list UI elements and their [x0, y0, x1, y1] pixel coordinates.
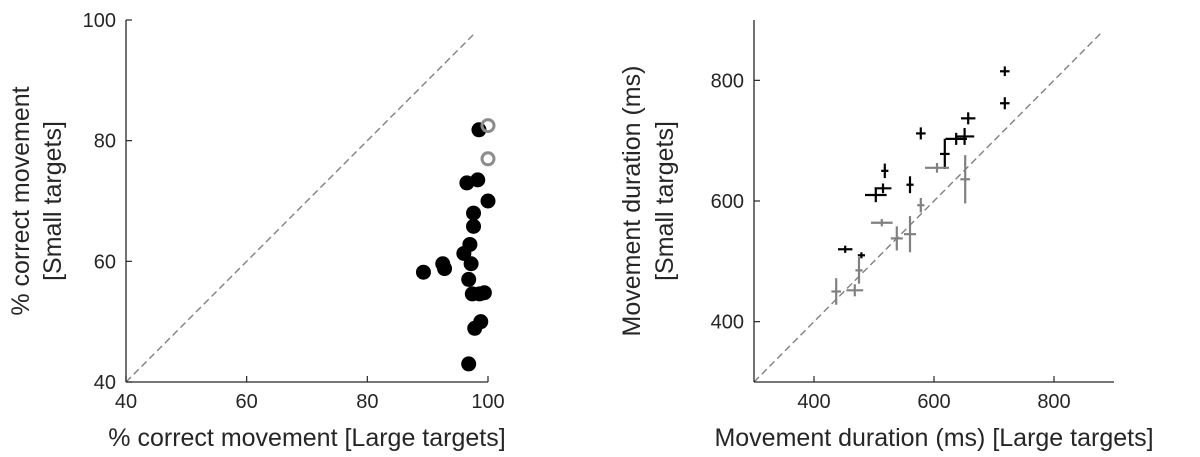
- y-tick-label: 400: [711, 312, 744, 334]
- data-point-filled: [470, 172, 486, 188]
- data-point-filled: [466, 205, 482, 221]
- x-tick-label: 100: [471, 391, 504, 413]
- data-point-errorbar-light: [890, 226, 903, 251]
- data-point-errorbar-dark: [955, 127, 975, 145]
- data-point-errorbar-light: [871, 219, 893, 227]
- data-point-errorbar-dark: [865, 187, 887, 203]
- data-point-errorbar-dark: [961, 112, 976, 125]
- data-point-filled: [476, 285, 492, 301]
- data-point-filled: [463, 256, 479, 272]
- y-tick-label: 600: [711, 191, 744, 213]
- x-axis-title: % correct movement [Large targets]: [108, 424, 505, 452]
- data-point-errorbar-dark: [857, 252, 865, 259]
- data-point-filled: [467, 320, 483, 336]
- x-tick-label: 80: [356, 391, 378, 413]
- data-point-errorbar-light: [960, 155, 970, 204]
- data-point-errorbar-dark: [906, 176, 914, 194]
- data-point-errorbar-light: [917, 197, 925, 213]
- data-point-errorbar-dark: [940, 138, 950, 170]
- data-point-errorbar-dark: [838, 245, 853, 253]
- data-point-filled: [461, 356, 477, 372]
- y-tick-label: 40: [94, 372, 116, 394]
- y-axis-title-line-1: % correct movement: [7, 86, 35, 315]
- x-tick-label: 800: [1037, 391, 1070, 413]
- data-point-filled: [466, 218, 482, 234]
- data-point-errorbar-light: [904, 216, 916, 253]
- movement-duration-scatter-panel: 400 600 800 400 600 800 Movement duration (ms)…: [618, 20, 1154, 452]
- data-point-errorbar-dark: [881, 163, 889, 179]
- x-tick-label: 600: [917, 391, 950, 413]
- data-point-open: [480, 151, 496, 167]
- y-axis-title-line-2: [Small targets]: [39, 121, 67, 281]
- data-point-errorbar-dark: [945, 132, 967, 145]
- data-point-filled: [415, 264, 431, 280]
- data-point-errorbar-light: [831, 278, 841, 305]
- y-tick-label: 800: [711, 70, 744, 92]
- y-axis-title-line-2: [Small targets]: [651, 121, 679, 281]
- data-point-filled: [437, 261, 453, 277]
- data-point-errorbar-dark: [1000, 97, 1010, 110]
- data-point-errorbar-dark: [874, 183, 892, 194]
- y-tick-label: 80: [94, 131, 116, 153]
- y-axis-title-line-1: Movement duration (ms): [618, 66, 646, 337]
- x-tick-label: 60: [236, 391, 258, 413]
- data-point-filled: [480, 193, 496, 209]
- x-tick-label: 400: [797, 391, 830, 413]
- data-point-errorbar-light: [925, 162, 949, 173]
- data-point-filled: [461, 271, 477, 287]
- data-point-errorbar-dark: [916, 127, 926, 140]
- data-point-open: [480, 118, 496, 134]
- x-tick-label: 40: [115, 391, 137, 413]
- data-point-errorbar-light: [855, 257, 863, 284]
- percent-correct-scatter-panel: 40 60 80 100 40 60 80 100 % correct movement [La…: [7, 10, 506, 452]
- identity-reference-line: [125, 32, 476, 383]
- y-tick-label: 60: [94, 251, 116, 273]
- y-tick-label: 100: [83, 10, 116, 32]
- identity-reference-line: [753, 32, 1102, 383]
- data-point-errorbar-light: [846, 284, 864, 297]
- data-point-errorbar-dark: [1000, 66, 1010, 77]
- x-axis-title: Movement duration (ms) [Large targets]: [714, 424, 1153, 452]
